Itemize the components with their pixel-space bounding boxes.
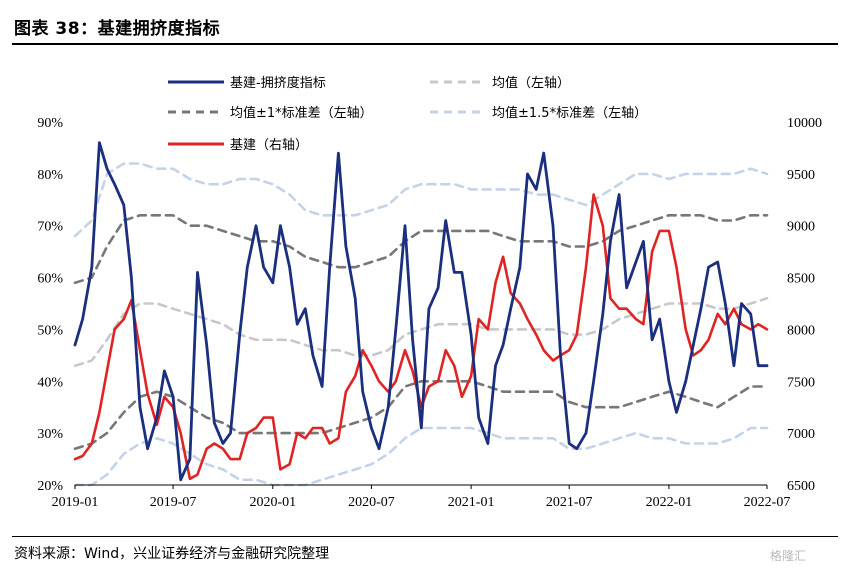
y-right-tick-label: 8000: [787, 323, 815, 338]
chart-title: 图表 38：基建拥挤度指标: [14, 19, 221, 39]
series-line-band15: [73, 162, 769, 238]
legend-label-main: 基建-拥挤度指标: [230, 75, 326, 91]
y-left-tick-label: 20%: [37, 479, 63, 494]
axes: 2019-01 2019-07 2020-01 2020-07 2021-01 2021-…: [37, 116, 822, 510]
x-tick-label: 2019-01: [52, 495, 99, 510]
legend-label-right: 基建（右轴）: [230, 138, 308, 153]
legend-label-band15: 均值±1.5*标准差（左轴）: [492, 105, 647, 121]
x-tick-label: 2022-07: [744, 495, 791, 510]
y-right-tick-label: 9000: [787, 220, 815, 235]
title-rule: [12, 43, 838, 45]
x-tick-label: 2020-07: [348, 495, 395, 510]
series-layer: [73, 141, 769, 487]
series-line-main: [73, 141, 769, 482]
series-line-band1: [73, 214, 769, 285]
y-right-tick-label: 6500: [787, 479, 815, 494]
series-line-mean: [73, 296, 769, 368]
x-tick-label: 2022-01: [646, 495, 693, 510]
y-right-tick-label: 9500: [787, 168, 815, 183]
y-left-tick-label: 40%: [37, 375, 63, 390]
y-left-tick-label: 90%: [37, 116, 63, 131]
x-tick-label: 2019-07: [150, 495, 197, 510]
y-left-tick-label: 50%: [37, 323, 63, 338]
source-note: 资料来源：Wind，兴业证券经济与金融研究院整理: [14, 546, 330, 562]
watermark-logo: 格隆汇: [770, 549, 807, 563]
legend-label-mean: 均值（左轴）: [492, 75, 570, 91]
series-line-band1: [73, 379, 769, 451]
y-left-tick-label: 70%: [37, 220, 63, 235]
x-tick-label: 2021-07: [546, 495, 593, 510]
legend-label-band1: 均值±1*标准差（左轴）: [230, 105, 373, 121]
source-rule: [12, 536, 838, 537]
legend: 基建-拥挤度指标 均值（左轴） 均值±1*标准差（左轴） 均值±1.5*标准差（左轴）…: [168, 75, 647, 153]
y-right-tick-label: 10000: [787, 116, 822, 131]
y-left-tick-label: 30%: [37, 427, 63, 442]
x-tick-label: 2021-01: [448, 495, 495, 510]
y-left-tick-label: 60%: [37, 272, 63, 287]
y-right-tick-label: 8500: [787, 272, 815, 287]
y-right-tick-label: 7500: [787, 375, 815, 390]
y-left-tick-label: 80%: [37, 168, 63, 183]
x-tick-label: 2020-01: [249, 495, 296, 510]
y-right-tick-label: 7000: [787, 427, 815, 442]
